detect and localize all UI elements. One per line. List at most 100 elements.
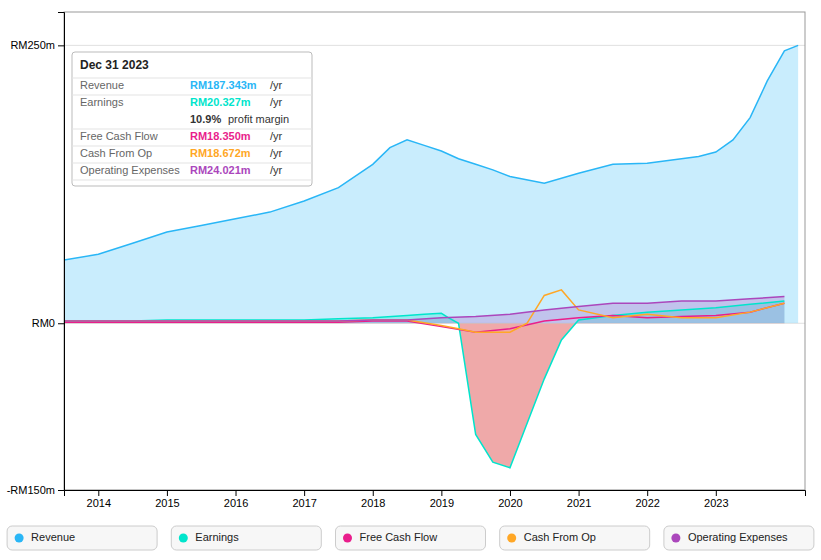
x-axis: 2014 2015 2016 2017 2018 2019 2020 2021 2022 2023 bbox=[65, 490, 806, 509]
legend-swatch bbox=[507, 534, 516, 543]
marks bbox=[64, 45, 798, 467]
summary-divider bbox=[72, 146, 312, 147]
y-axis: -RM150m RM0 RM250m bbox=[7, 13, 65, 497]
summary-unit: /yr bbox=[270, 164, 283, 176]
summary-amount: RM24.021m bbox=[190, 164, 251, 176]
series-line bbox=[64, 297, 784, 321]
x-tick-label: 2022 bbox=[635, 497, 659, 509]
summary-divider bbox=[72, 129, 312, 130]
legend-item: Cash From Op bbox=[500, 526, 650, 550]
x-tick-label: 2019 bbox=[430, 497, 454, 509]
legend-box bbox=[7, 526, 157, 550]
summary-divider bbox=[72, 163, 312, 164]
summary-unit: /yr bbox=[270, 130, 283, 142]
x-tick-mark bbox=[510, 490, 511, 496]
legend-label: Revenue bbox=[31, 531, 75, 543]
grid bbox=[64, 45, 805, 490]
y-tick-label: RM0 bbox=[32, 317, 55, 329]
x-tick: 2017 bbox=[292, 490, 316, 509]
x-tick-label: 2017 bbox=[292, 497, 316, 509]
y-axis-line bbox=[58, 13, 65, 491]
x-tick: 2018 bbox=[361, 490, 385, 509]
x-tick: 2020 bbox=[498, 490, 522, 509]
x-tick: 2023 bbox=[704, 490, 728, 509]
y-tick-mark bbox=[58, 490, 64, 491]
x-tick-label: 2014 bbox=[87, 497, 111, 509]
x-tick-label: 2015 bbox=[155, 497, 179, 509]
x-axis-line bbox=[65, 491, 806, 497]
x-tick-mark bbox=[647, 490, 648, 496]
legend-swatch bbox=[15, 534, 24, 543]
y-tick-label: RM250m bbox=[10, 39, 55, 51]
summary-label: Earnings bbox=[80, 96, 124, 108]
summary-margin-text: profit margin bbox=[228, 113, 289, 125]
y-tick-mark bbox=[58, 323, 64, 324]
summary-table: Dec 31 2023 Revenue RM187.343m/yr Earnings R… bbox=[72, 52, 312, 186]
legend-box bbox=[171, 526, 321, 550]
summary-amount: RM18.672m bbox=[190, 147, 251, 159]
legend-item: Free Cash Flow bbox=[336, 526, 486, 550]
x-tick-mark bbox=[167, 490, 168, 496]
x-tick-label: 2021 bbox=[567, 497, 591, 509]
legend-box bbox=[500, 526, 650, 550]
summary-label: Operating Expenses bbox=[80, 164, 180, 176]
x-tick-label: 2016 bbox=[224, 497, 248, 509]
summary-divider bbox=[72, 180, 312, 181]
area-fill-loss bbox=[64, 323, 784, 468]
x-tick-mark bbox=[441, 490, 442, 496]
legend-label: Cash From Op bbox=[524, 531, 596, 543]
x-tick-mark bbox=[236, 490, 237, 496]
summary-title: Dec 31 2023 bbox=[80, 58, 149, 72]
x-tick: 2021 bbox=[567, 490, 591, 509]
x-tick-label: 2023 bbox=[704, 497, 728, 509]
grid-line bbox=[64, 45, 805, 46]
legend-label: Earnings bbox=[195, 531, 239, 543]
y-tick: -RM150m bbox=[7, 484, 64, 496]
chart-container: 2014 2015 2016 2017 2018 2019 2020 2021 2022 2023… bbox=[0, 0, 821, 560]
summary-margin: 10.9% bbox=[190, 113, 221, 125]
area-fill bbox=[64, 45, 798, 323]
summary-amount: RM187.343m bbox=[190, 79, 257, 91]
legend-item: Operating Expenses bbox=[664, 526, 814, 550]
series-line bbox=[64, 301, 784, 468]
x-tick: 2016 bbox=[224, 490, 248, 509]
summary-box bbox=[72, 52, 312, 186]
y-tick: RM0 bbox=[32, 317, 64, 329]
plot-area: 2014 2015 2016 2017 2018 2019 2020 2021 2022 2023… bbox=[7, 12, 806, 509]
plot-frame bbox=[64, 12, 805, 490]
x-tick: 2015 bbox=[155, 490, 179, 509]
x-tick-mark bbox=[579, 490, 580, 496]
summary-label: Cash From Op bbox=[80, 147, 152, 159]
y-tick-label: -RM150m bbox=[7, 484, 55, 496]
chart-svg: 2014 2015 2016 2017 2018 2019 2020 2021 2022 2023… bbox=[0, 0, 821, 560]
summary-unit: /yr bbox=[270, 79, 283, 91]
legend-swatch bbox=[343, 534, 352, 543]
summary-divider bbox=[72, 95, 312, 96]
y-tick: RM250m bbox=[10, 39, 64, 51]
x-tick: 2022 bbox=[635, 490, 659, 509]
legend-label: Free Cash Flow bbox=[360, 531, 438, 543]
x-tick-label: 2018 bbox=[361, 497, 385, 509]
summary-label: Free Cash Flow bbox=[80, 130, 158, 142]
x-tick-mark bbox=[716, 490, 717, 496]
x-tick-label: 2020 bbox=[498, 497, 522, 509]
summary-divider bbox=[72, 78, 312, 79]
legend-swatch bbox=[671, 534, 680, 543]
legend-box bbox=[664, 526, 814, 550]
series-line bbox=[64, 290, 784, 332]
summary-unit: /yr bbox=[270, 96, 283, 108]
summary-label: Revenue bbox=[80, 79, 124, 91]
x-tick: 2019 bbox=[430, 490, 454, 509]
legend: Revenue Earnings Free Cash Flow Cash From O… bbox=[7, 526, 814, 550]
x-tick-mark bbox=[98, 490, 99, 496]
legend-box bbox=[336, 526, 486, 550]
x-tick-mark bbox=[373, 490, 374, 496]
legend-item: Revenue bbox=[7, 526, 157, 550]
summary-unit: /yr bbox=[270, 147, 283, 159]
x-tick: 2014 bbox=[87, 490, 111, 509]
summary-amount: RM20.327m bbox=[190, 96, 251, 108]
legend-swatch bbox=[179, 534, 188, 543]
legend-label: Operating Expenses bbox=[688, 531, 788, 543]
x-tick-mark bbox=[304, 490, 305, 496]
summary-amount: RM18.350m bbox=[190, 130, 251, 142]
